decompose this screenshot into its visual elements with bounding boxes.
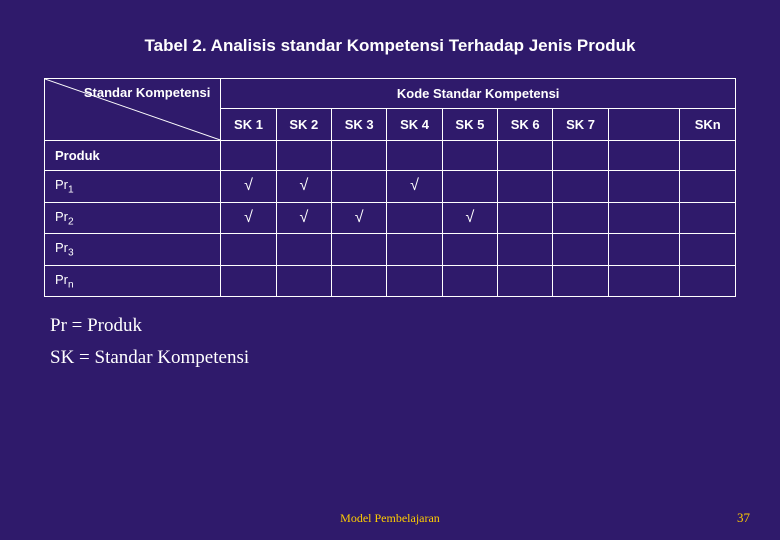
legend-line-2: SK = Standar Kompetensi [50,347,736,369]
table-cell: √ [276,202,331,234]
footer-text: Model Pembelajaran [0,511,780,526]
table-row: Pr3 [45,234,736,266]
table-header-row-1: Standar Kompetensi Kode Standar Kompeten… [45,79,736,109]
table-cell [387,265,442,297]
legend-line-1: Pr = Produk [50,315,736,337]
table-cell [276,234,331,266]
table-cell [387,202,442,234]
corner-header-label: Standar Kompetensi [84,85,210,100]
table-cell: √ [221,171,276,203]
row-label: Pr1 [45,171,221,203]
table-cell [608,265,680,297]
table-cell [680,265,736,297]
table-cell [221,265,276,297]
page-number: 37 [737,510,750,526]
column-header: SK 3 [332,109,387,141]
table-row: Prn [45,265,736,297]
table-cell [498,202,553,234]
table-row: Pr2√√√√ [45,202,736,234]
produk-row: Produk [45,141,736,171]
table-cell [332,265,387,297]
table-cell [498,265,553,297]
table-row: Pr1√√√ [45,171,736,203]
table-cell [442,234,497,266]
column-header: SK 5 [442,109,497,141]
table-cell [498,171,553,203]
row-label: Prn [45,265,221,297]
column-header: SKn [680,109,736,141]
table-cell [442,265,497,297]
table-cell [276,265,331,297]
table-cell [553,234,608,266]
table-cell: √ [276,171,331,203]
table-cell [442,171,497,203]
slide: Tabel 2. Analisis standar Kompetensi Ter… [0,0,780,540]
table-cell [332,171,387,203]
corner-header: Standar Kompetensi [45,79,221,141]
table-cell: √ [221,202,276,234]
table-cell [608,202,680,234]
table-cell: √ [387,171,442,203]
row-label: Pr2 [45,202,221,234]
table-cell: √ [442,202,497,234]
table-cell [498,234,553,266]
column-header: SK 4 [387,109,442,141]
produk-label: Produk [45,141,221,171]
table-cell [680,202,736,234]
table-cell [221,234,276,266]
table-cell [553,265,608,297]
table-cell [387,234,442,266]
table-cell [680,234,736,266]
column-header: SK 6 [498,109,553,141]
group-header: Kode Standar Kompetensi [221,79,736,109]
column-header: SK 7 [553,109,608,141]
page-title: Tabel 2. Analisis standar Kompetensi Ter… [44,36,736,56]
table-cell [608,171,680,203]
table-cell [680,171,736,203]
table-cell: √ [332,202,387,234]
legend: Pr = Produk SK = Standar Kompetensi [44,315,736,369]
competency-table: Standar Kompetensi Kode Standar Kompeten… [44,78,736,297]
table-cell [553,171,608,203]
table-cell [553,202,608,234]
column-header: SK 2 [276,109,331,141]
column-header [608,109,680,141]
table-cell [332,234,387,266]
row-label: Pr3 [45,234,221,266]
column-header: SK 1 [221,109,276,141]
table-cell [608,234,680,266]
